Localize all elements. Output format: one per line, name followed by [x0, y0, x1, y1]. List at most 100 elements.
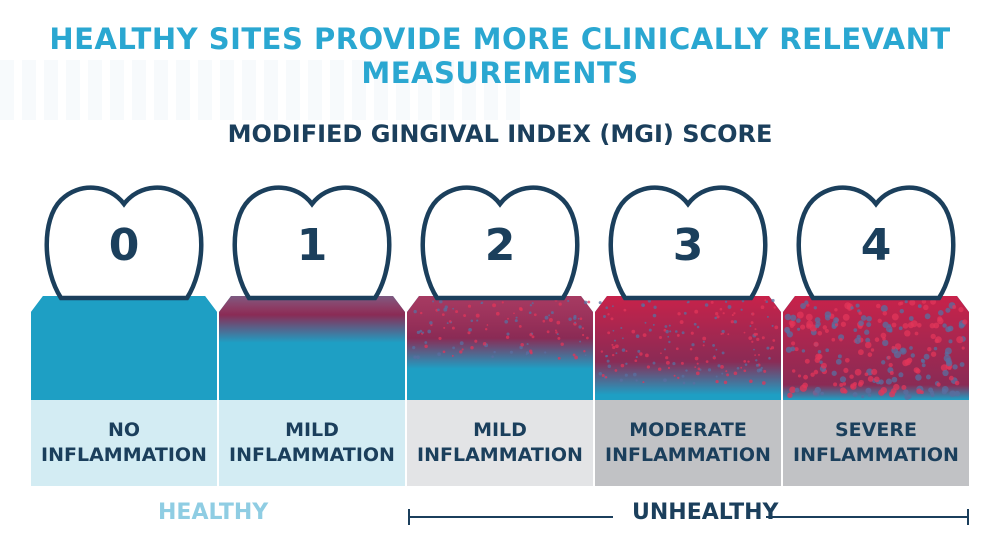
- gum-speckle: [799, 384, 808, 392]
- gum-block-2: [407, 292, 593, 400]
- gum-speckle: [817, 330, 823, 336]
- gum-speckle: [755, 363, 759, 367]
- gum-speckle: [889, 371, 894, 375]
- gum-speckle: [831, 337, 836, 342]
- gum-speckle: [467, 304, 472, 308]
- gum-speckle: [791, 341, 796, 346]
- gum-speckle: [868, 393, 872, 397]
- gum-speckle: [637, 349, 641, 353]
- gum-speckle: [712, 356, 716, 360]
- gum-speckle: [519, 345, 523, 350]
- gum-speckle: [958, 307, 964, 313]
- gum-speckle: [817, 350, 822, 354]
- gum-speckle: [495, 311, 500, 316]
- gum-speckle: [744, 363, 748, 366]
- gum-speckle: [707, 368, 712, 372]
- gum-speckle: [820, 391, 825, 396]
- gum-speckle: [582, 333, 585, 337]
- gum-speckle: [899, 309, 904, 314]
- unhealthy-label: UNHEALTHY: [632, 500, 779, 525]
- gum-speckle: [702, 344, 705, 347]
- gum-speckle: [891, 322, 897, 328]
- gum-speckle: [574, 355, 578, 360]
- gum-speckle: [755, 332, 759, 336]
- gum-speckle: [733, 371, 738, 376]
- gum-speckle: [938, 310, 944, 316]
- gum-speckle: [725, 370, 728, 373]
- gum-speckle: [844, 302, 852, 310]
- gum-speckle: [885, 325, 893, 333]
- gum-inflammation-2: [407, 296, 593, 400]
- gum-speckle: [787, 392, 793, 399]
- gum-speckle: [710, 300, 714, 304]
- gum-speckle: [681, 374, 685, 378]
- gum-speckle: [614, 369, 618, 372]
- gum-speckle: [877, 318, 882, 323]
- gum-speckle: [749, 325, 752, 327]
- gum-speckle: [713, 355, 716, 358]
- tooth-outline: [796, 185, 956, 301]
- tooth-0: 0: [39, 180, 209, 310]
- gum-speckle: [677, 312, 681, 316]
- gum-speckle: [598, 372, 603, 376]
- gum-speckle: [958, 322, 965, 329]
- score-label-1: MILD INFLAMMATION: [219, 400, 405, 486]
- healthy-label: HEALTHY: [158, 500, 269, 525]
- gum-speckle: [720, 333, 723, 335]
- scale-subtitle: MODIFIED GINGIVAL INDEX (MGI) SCORE: [227, 120, 773, 148]
- gum-speckle: [657, 367, 662, 371]
- gum-speckle: [727, 333, 730, 336]
- gum-speckle: [560, 342, 564, 346]
- gum-speckle: [882, 336, 886, 341]
- gum-speckle: [480, 302, 483, 305]
- gum-speckle: [794, 347, 799, 352]
- gum-inflammation-3: [595, 296, 781, 400]
- gum-speckle: [909, 346, 913, 350]
- gum-speckle: [948, 375, 954, 381]
- gum-speckle: [528, 311, 532, 315]
- gum-speckle: [646, 365, 650, 369]
- gum-speckle: [679, 320, 684, 325]
- gum-speckle: [954, 380, 960, 386]
- gum-speckle: [844, 357, 850, 363]
- gum-speckle: [944, 347, 952, 355]
- gum-speckle: [902, 323, 909, 329]
- gum-speckle: [720, 365, 724, 369]
- gum-speckle: [644, 321, 647, 324]
- gum-speckle: [891, 345, 896, 350]
- gum-speckle: [557, 356, 561, 360]
- gum-speckle: [442, 350, 446, 354]
- gum-speckle: [682, 381, 686, 385]
- bracket-left-line: [408, 516, 613, 518]
- gum-speckle: [928, 387, 934, 393]
- gum-speckle: [901, 384, 907, 391]
- gum-speckle: [761, 381, 766, 385]
- gum-speckle: [634, 359, 638, 363]
- gum-speckle: [907, 322, 914, 329]
- gum-speckle: [853, 328, 858, 332]
- gum-speckle: [624, 373, 628, 377]
- gum-speckle: [904, 330, 911, 337]
- gum-speckle: [784, 313, 792, 321]
- gum-speckle: [526, 343, 529, 346]
- gum-speckle: [529, 333, 533, 337]
- gum-speckle: [834, 323, 839, 327]
- gum-speckle: [587, 300, 591, 304]
- gum-speckle: [652, 361, 656, 365]
- gum-speckle: [691, 343, 695, 347]
- gum-speckle: [452, 307, 454, 310]
- gum-speckle: [712, 343, 716, 347]
- gum-speckle: [929, 322, 936, 329]
- gum-speckle: [531, 335, 535, 339]
- gum-speckle: [714, 316, 718, 320]
- gum-speckle: [747, 360, 750, 363]
- gum-inflammation-0: [31, 296, 217, 400]
- gum-speckle: [693, 322, 697, 326]
- gum-speckle: [424, 344, 428, 349]
- gum-speckle: [533, 313, 537, 317]
- gum-speckle: [509, 350, 513, 354]
- gum-speckle: [861, 394, 865, 399]
- bracket-right-end: [967, 509, 969, 525]
- gum-speckle: [620, 326, 623, 330]
- gum-speckle: [952, 364, 958, 370]
